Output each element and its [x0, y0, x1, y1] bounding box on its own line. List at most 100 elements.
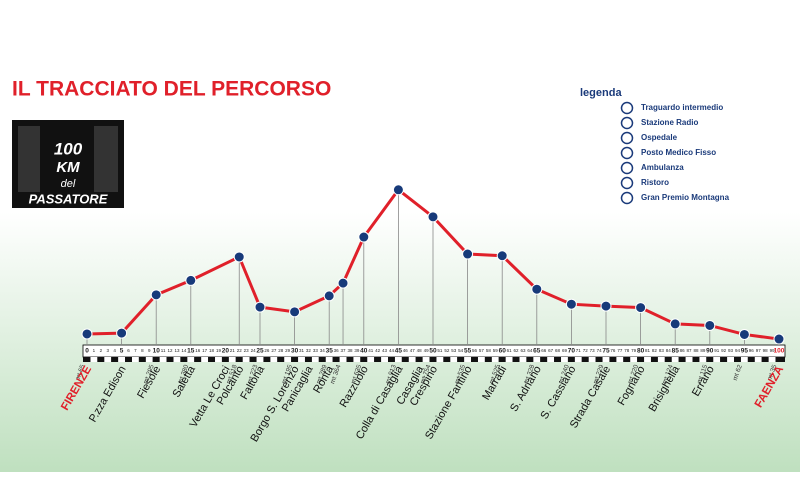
x-tick-label: 76	[610, 348, 616, 353]
x-tick-label: 61	[507, 348, 513, 353]
x-tick-label: 32	[306, 348, 312, 353]
legend-icon	[620, 101, 634, 115]
x-tick-label: 92	[721, 348, 727, 353]
x-tick-label: 27	[271, 348, 277, 353]
x-tick-label: 19	[216, 348, 222, 353]
x-tick-label: 86	[680, 348, 686, 353]
x-tick-label: 93	[728, 348, 734, 353]
x-tick-label: 22	[237, 348, 243, 353]
profile-point	[358, 231, 370, 243]
x-tick-label: 35	[326, 348, 334, 355]
profile-point	[496, 250, 508, 262]
x-tick-label: 54	[458, 348, 464, 353]
x-tick-label: 79	[631, 348, 637, 353]
x-tick-label: 66	[541, 348, 547, 353]
profile-point	[185, 274, 197, 286]
x-tick-label: 68	[555, 348, 561, 353]
profile-point	[462, 248, 474, 260]
profile-line	[86, 187, 780, 341]
x-tick-label: 6	[127, 348, 130, 353]
x-tick-label: 49	[424, 348, 430, 353]
x-tick-label: 63	[520, 348, 526, 353]
x-tick-label: 74	[597, 348, 603, 353]
logo-text: KM	[56, 159, 80, 176]
x-tick-label: 82	[652, 348, 658, 353]
x-tick-label: 31	[299, 348, 305, 353]
legend: legenda Traguardo intermedio Stazione Rad…	[580, 87, 730, 205]
x-tick-label: 36	[334, 348, 340, 353]
x-tick-label: 62	[514, 348, 520, 353]
x-tick-label: 26	[264, 348, 270, 353]
legend-icon	[620, 176, 634, 190]
x-tick-label: 51	[437, 348, 443, 353]
legend-label: Ospedale	[641, 133, 678, 142]
profile-point	[738, 328, 750, 340]
x-tick-label: 17	[202, 348, 208, 353]
x-tick-label: 30	[291, 348, 299, 355]
logo-text: 100	[54, 139, 83, 158]
x-tick-label: 41	[368, 348, 374, 353]
x-tick-label: 90	[706, 348, 714, 355]
x-tick-label: 7	[134, 348, 137, 353]
x-tick-label: 98	[763, 348, 769, 353]
x-tick-label: 70	[568, 348, 576, 355]
legend-icon	[620, 191, 634, 205]
profile-point	[565, 298, 577, 310]
x-tick-label: 25	[256, 348, 264, 355]
x-tick-label: 50	[429, 348, 437, 355]
x-tick-label: 52	[444, 348, 450, 353]
x-tick-label: 4	[113, 348, 116, 353]
x-tick-label: 3	[107, 348, 110, 353]
x-tick-label: 21	[230, 348, 236, 353]
x-tick-label: 24	[251, 348, 257, 353]
x-tick-label: 39	[354, 348, 360, 353]
x-tick-label: 8	[141, 348, 144, 353]
x-tick-label: 72	[583, 348, 589, 353]
legend-icon	[620, 131, 634, 145]
x-tick-label: 88	[693, 348, 699, 353]
x-tick-label: 85	[672, 348, 680, 355]
x-tick-label: 73	[590, 348, 596, 353]
x-tick-label: 0	[85, 348, 89, 355]
x-tick-label: 43	[382, 348, 388, 353]
x-tick-label: 34	[320, 348, 326, 353]
x-tick-label: 56	[472, 348, 478, 353]
legend-icon	[620, 116, 634, 130]
x-tick-label: 2	[100, 348, 103, 353]
x-tick-label: 1	[93, 348, 96, 353]
legend-label: Gran Premio Montagna	[641, 193, 730, 202]
x-tick-label: 33	[313, 348, 319, 353]
legend-icon	[620, 161, 634, 175]
x-tick-label: 69	[562, 348, 568, 353]
profile-point	[427, 211, 439, 223]
logo-text: PASSATORE	[29, 191, 108, 206]
x-tick-label: 89	[700, 348, 706, 353]
x-tick-label: 46	[403, 348, 409, 353]
x-tick-label: 77	[617, 348, 623, 353]
profile-point	[337, 277, 349, 289]
x-tick-label: 20	[222, 348, 230, 355]
x-tick-label: 37	[341, 348, 347, 353]
x-tick-label: 100	[774, 348, 785, 355]
x-tick-label: 29	[285, 348, 291, 353]
profile-point	[531, 283, 543, 295]
x-tick-label: 48	[417, 348, 423, 353]
profile-point	[116, 327, 128, 339]
x-tick-label: 59	[493, 348, 499, 353]
x-tick-label: 81	[645, 348, 651, 353]
x-tick-label: 16	[195, 348, 201, 353]
x-tick-label: 67	[548, 348, 554, 353]
profile-point	[600, 300, 612, 312]
x-tick-label: 75	[602, 348, 610, 355]
legend-title: legenda	[580, 87, 622, 99]
x-tick-label: 83	[659, 348, 665, 353]
x-tick-label: 95	[741, 348, 749, 355]
x-tick-label: 40	[360, 348, 368, 355]
x-tick-label: 71	[576, 348, 582, 353]
legend-label: Stazione Radio	[641, 118, 698, 127]
x-tick-label: 9	[148, 348, 151, 353]
x-tick-label: 18	[209, 348, 215, 353]
x-tick-label: 55	[464, 348, 472, 355]
